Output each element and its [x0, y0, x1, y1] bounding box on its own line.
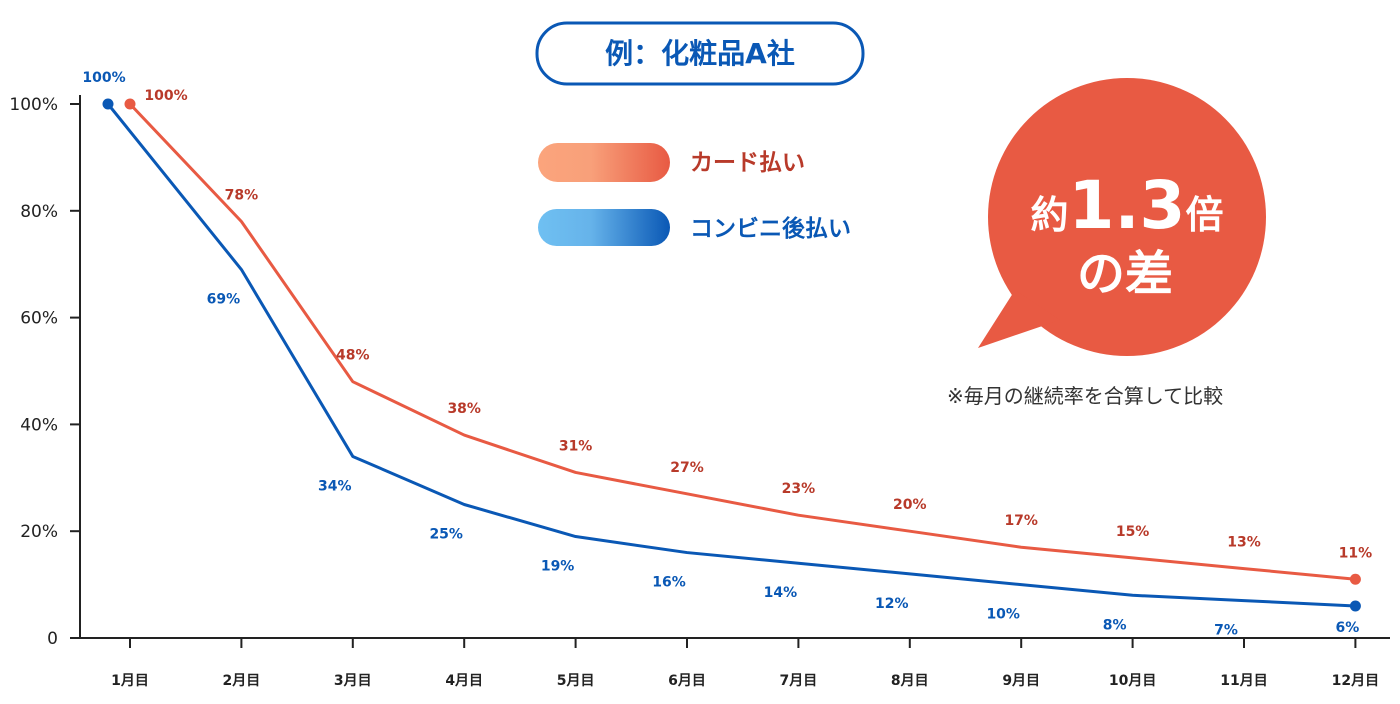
data-label: 17% — [1004, 513, 1038, 529]
data-label: 20% — [893, 497, 927, 513]
data-label: 14% — [764, 585, 798, 601]
chart-title-badge: 例：化粧品A社 — [535, 21, 865, 86]
data-label: 100% — [144, 88, 187, 104]
data-label: 10% — [986, 607, 1020, 623]
x-tick-label: 11月目 — [1220, 673, 1267, 689]
x-tick-label: 3月目 — [334, 673, 372, 689]
data-label: 31% — [559, 438, 593, 454]
legend-label-konbini: コンビニ後払い — [690, 215, 851, 242]
callout-prefix: 約 — [1031, 193, 1069, 237]
x-tick-label: 8月目 — [891, 673, 929, 689]
x-tick-label: 6月目 — [668, 673, 706, 689]
legend-swatch-card — [538, 143, 670, 182]
data-label: 15% — [1116, 524, 1150, 540]
data-label: 48% — [336, 348, 370, 364]
data-label: 69% — [207, 292, 241, 308]
x-tick-label: 7月目 — [780, 673, 818, 689]
series-endpoint — [124, 98, 136, 110]
x-tick-label: 12月目 — [1332, 673, 1379, 689]
footnote: ※毎月の継続率を合算して比較 — [947, 384, 1223, 408]
data-label: 100% — [82, 70, 125, 86]
x-tick-label: 4月目 — [445, 673, 483, 689]
data-label: 23% — [782, 481, 816, 497]
data-label: 6% — [1336, 620, 1360, 636]
data-label: 13% — [1227, 535, 1261, 551]
svg-text:約1.3倍: 約1.3倍 — [1031, 167, 1224, 244]
data-label: 38% — [447, 401, 481, 417]
callout-number: 1.3 — [1069, 167, 1186, 244]
chart-title: 例：化粧品A社 — [605, 37, 795, 70]
x-tick-label: 2月目 — [223, 673, 261, 689]
data-label: 12% — [875, 596, 909, 612]
x-tick-label: 9月目 — [1002, 673, 1040, 689]
data-label: 27% — [670, 460, 704, 476]
data-label: 25% — [429, 527, 463, 543]
data-label: 8% — [1103, 617, 1127, 633]
x-tick-label: 10月目 — [1109, 673, 1156, 689]
y-tick-label: 100% — [9, 95, 58, 115]
y-tick-label: 0 — [47, 629, 58, 649]
series-endpoint — [1349, 600, 1361, 612]
data-label: 7% — [1214, 623, 1238, 639]
y-tick-label: 60% — [20, 309, 58, 329]
data-label: 78% — [225, 187, 259, 203]
y-tick-label: 20% — [20, 522, 58, 542]
data-label: 16% — [652, 575, 686, 591]
x-tick-label: 1月目 — [111, 673, 149, 689]
legend: カード払い コンビニ後払い — [538, 143, 851, 246]
legend-swatch-konbini — [538, 209, 670, 246]
data-label: 11% — [1339, 545, 1373, 561]
callout-bubble: 約1.3倍 の差 — [978, 78, 1266, 356]
legend-label-card: カード払い — [690, 150, 805, 176]
series-endpoint — [102, 98, 114, 110]
series-line-card — [128, 102, 1356, 581]
x-tick-label: 5月目 — [557, 673, 595, 689]
data-label: 19% — [541, 559, 575, 575]
y-tick-label: 80% — [20, 202, 58, 222]
series-line-konbini — [106, 103, 1356, 608]
callout-line2: の差 — [1077, 246, 1173, 302]
data-label: 34% — [318, 478, 352, 494]
callout-suffix: 倍 — [1185, 193, 1223, 237]
y-tick-label: 40% — [20, 415, 58, 435]
series-endpoint — [1349, 573, 1361, 585]
